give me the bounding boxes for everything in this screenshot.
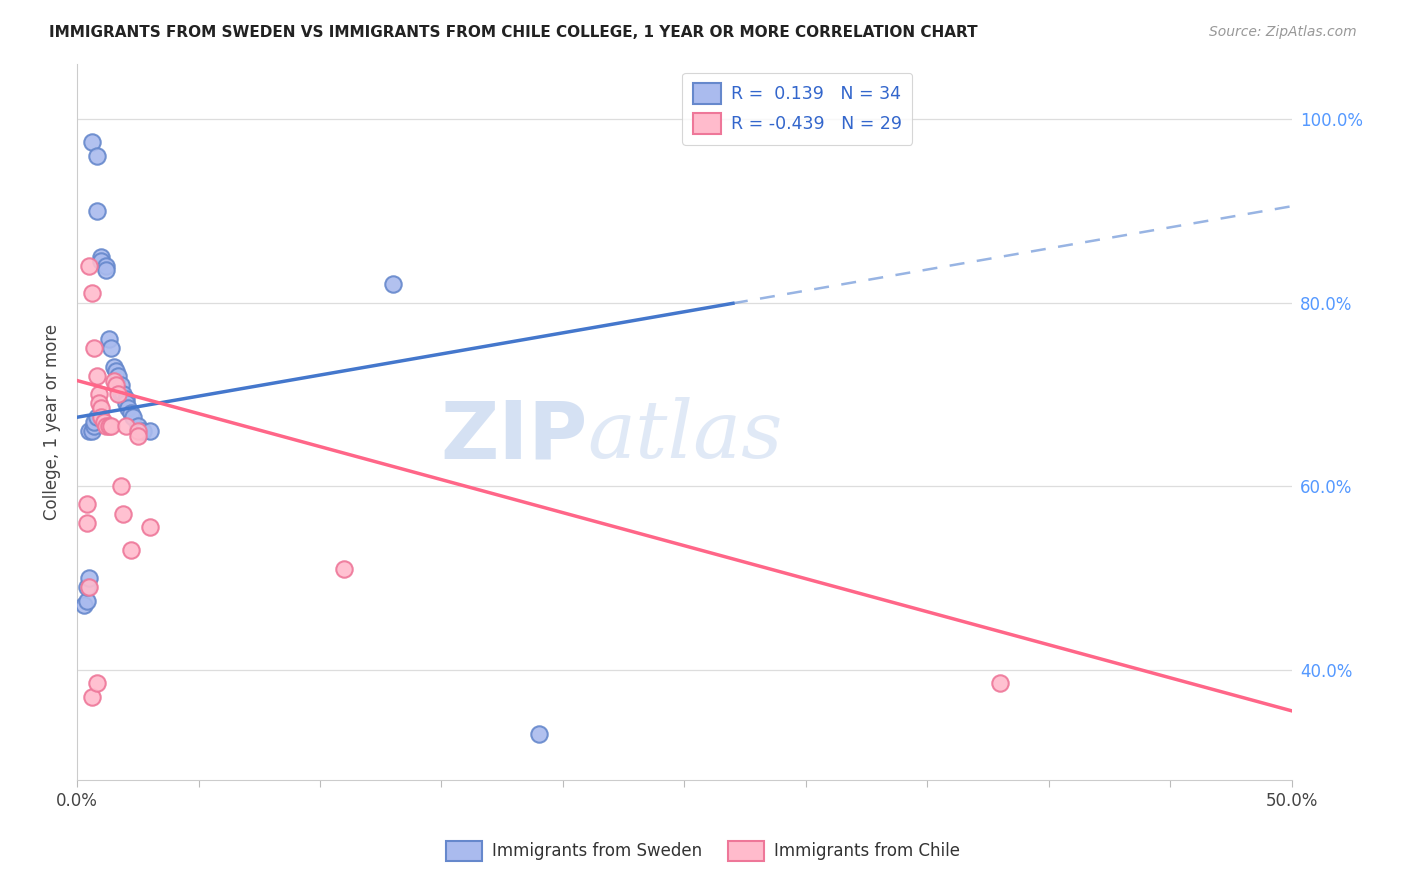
Legend: R =  0.139   N = 34, R = -0.439   N = 29: R = 0.139 N = 34, R = -0.439 N = 29 xyxy=(682,73,912,145)
Point xyxy=(96,419,118,434)
Point xyxy=(110,387,132,401)
Point xyxy=(76,516,98,530)
Point xyxy=(117,401,139,415)
Point xyxy=(100,342,122,356)
Point xyxy=(110,378,132,392)
Point xyxy=(90,250,112,264)
Point xyxy=(107,387,129,401)
Text: Source: ZipAtlas.com: Source: ZipAtlas.com xyxy=(1209,25,1357,39)
Legend: Immigrants from Sweden, Immigrants from Chile: Immigrants from Sweden, Immigrants from … xyxy=(439,834,967,868)
Point xyxy=(80,135,103,149)
Point xyxy=(76,497,98,511)
Point xyxy=(114,392,136,406)
Point xyxy=(527,727,550,741)
Y-axis label: College, 1 year or more: College, 1 year or more xyxy=(44,324,60,520)
Point xyxy=(110,479,132,493)
Point xyxy=(120,406,142,420)
Point xyxy=(103,359,125,374)
Point xyxy=(103,374,125,388)
Point xyxy=(80,286,103,301)
Point xyxy=(381,277,404,292)
Point xyxy=(73,599,96,613)
Text: IMMIGRANTS FROM SWEDEN VS IMMIGRANTS FROM CHILE COLLEGE, 1 YEAR OR MORE CORRELAT: IMMIGRANTS FROM SWEDEN VS IMMIGRANTS FRO… xyxy=(49,25,977,40)
Point xyxy=(77,571,100,585)
Point xyxy=(97,332,120,346)
Point xyxy=(83,342,105,356)
Point xyxy=(107,368,129,383)
Point xyxy=(77,580,100,594)
Point xyxy=(77,259,100,273)
Point xyxy=(97,419,120,434)
Point xyxy=(87,387,110,401)
Point xyxy=(80,690,103,704)
Point xyxy=(139,424,162,438)
Point xyxy=(988,676,1011,690)
Point xyxy=(127,424,149,438)
Point xyxy=(127,428,149,442)
Point xyxy=(114,419,136,434)
Point xyxy=(93,415,115,429)
Point xyxy=(90,401,112,415)
Point xyxy=(139,520,162,534)
Text: ZIP: ZIP xyxy=(440,397,588,475)
Point xyxy=(114,396,136,410)
Point xyxy=(127,419,149,434)
Point xyxy=(112,387,135,401)
Point xyxy=(90,254,112,268)
Point xyxy=(86,676,108,690)
Point xyxy=(86,149,108,163)
Point xyxy=(96,263,118,277)
Point xyxy=(87,396,110,410)
Text: atlas: atlas xyxy=(588,398,783,475)
Point xyxy=(104,364,127,378)
Point xyxy=(100,419,122,434)
Point xyxy=(122,410,145,425)
Point xyxy=(80,424,103,438)
Point xyxy=(131,424,153,438)
Point xyxy=(90,410,112,425)
Point xyxy=(83,419,105,434)
Point xyxy=(112,507,135,521)
Point xyxy=(333,561,356,575)
Point xyxy=(76,580,98,594)
Point xyxy=(86,410,108,425)
Point xyxy=(96,259,118,273)
Point xyxy=(77,424,100,438)
Point xyxy=(120,543,142,558)
Point xyxy=(76,593,98,607)
Point xyxy=(86,368,108,383)
Point xyxy=(86,203,108,218)
Point xyxy=(104,378,127,392)
Point xyxy=(83,415,105,429)
